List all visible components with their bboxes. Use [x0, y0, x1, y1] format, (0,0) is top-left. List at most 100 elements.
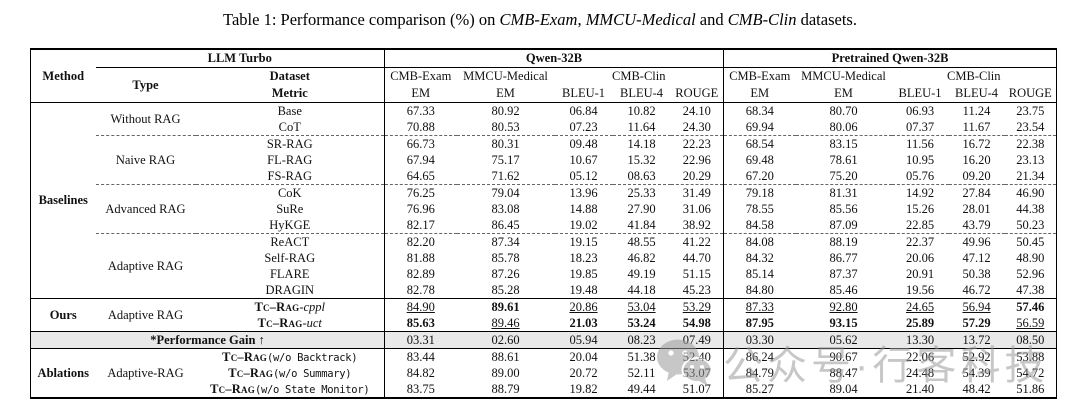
metric-value: 22.85: [905, 217, 935, 232]
metric-value: 19.56: [905, 282, 935, 297]
metric-value: 85.78: [491, 250, 520, 265]
metric-value: 13.96: [554, 184, 613, 201]
metric-value: 47.12: [962, 250, 991, 265]
metric-value: 43.79: [962, 217, 991, 232]
metric-value: 92.80: [795, 298, 892, 315]
table-caption: Table 1: Performance comparison (%) on C…: [223, 10, 857, 29]
metric-value: 81.88: [406, 250, 435, 265]
header-metric: Metric: [195, 85, 386, 103]
metric-value: 84.82: [406, 365, 435, 380]
metric-value: 27.84: [948, 184, 1005, 201]
metric-value: 80.53: [491, 119, 520, 134]
metric-value: 10.67: [569, 152, 598, 167]
metric-value: 87.26: [491, 266, 520, 281]
metric-value: 23.13: [1016, 152, 1045, 167]
metric-value: 88.79: [491, 381, 520, 396]
metric-value: 86.77: [829, 250, 858, 265]
metric-value: 09.20: [962, 168, 991, 183]
metric-value: 53.24: [627, 315, 656, 330]
metric-value: 83.44: [384, 348, 457, 365]
metric-value: 19.85: [569, 266, 598, 281]
gain-value: 02.60: [456, 331, 555, 349]
metric-value: 47.38: [1016, 282, 1045, 297]
metric-value: 05.12: [569, 168, 598, 183]
metric-value: 83.75: [406, 381, 435, 396]
metric-value: 14.88: [569, 201, 598, 216]
metric-value: 64.65: [406, 168, 435, 183]
metric-value: 19.15: [554, 233, 613, 250]
metric-value: 14.18: [612, 135, 671, 152]
metric-value: 50.23: [1016, 217, 1045, 232]
metric-value: 19.82: [569, 381, 598, 396]
metric-value: 21.03: [569, 315, 598, 330]
header-em-2: EM: [456, 85, 555, 103]
metric-value: 66.73: [384, 135, 457, 152]
metric-value: 82.17: [406, 217, 435, 232]
gain-value: 03.31: [384, 331, 457, 349]
metric-value: 57.29: [962, 315, 991, 330]
metric-value: 14.92: [891, 184, 949, 201]
performance-table: Method LLM Turbo Qwen-32B Pretrained Qwe…: [30, 48, 1058, 399]
gain-value: 08.23: [612, 331, 671, 349]
metric-value: 20.72: [569, 365, 598, 380]
metric-value: 11.56: [891, 135, 949, 152]
metric-value: 23.75: [1016, 103, 1045, 118]
metric-value: 24.10: [670, 102, 725, 119]
caption-text: Table 1: Performance comparison (%) on: [223, 10, 500, 29]
metric-value: 71.62: [491, 168, 520, 183]
metric-value: 44.18: [627, 282, 656, 297]
tcrag-smallcaps: Tc–Rag: [222, 349, 267, 364]
metric-value: 22.96: [670, 152, 725, 168]
metric-value: 11.64: [627, 119, 656, 134]
rag-type-without: Without RAG: [110, 111, 181, 126]
gain-value: 07.49: [670, 331, 725, 349]
gain-value: 05.62: [795, 331, 892, 349]
metric-value: 87.09: [829, 217, 858, 232]
tcrag-variant: -uct: [302, 315, 322, 330]
metric-value: 19.02: [569, 217, 598, 232]
metric-value: 18.23: [569, 250, 598, 265]
metric-value: 05.76: [905, 168, 935, 183]
metric-value: 25.33: [612, 184, 671, 201]
metric-value: 80.31: [456, 135, 555, 152]
caption-dataset-3: CMB-Clin: [727, 10, 797, 29]
rag-type-adaptive-ours: Adaptive RAG: [95, 298, 196, 332]
metric-value: 21.34: [1016, 168, 1045, 183]
metric-value: 16.72: [948, 135, 1005, 152]
caption-dataset-1: CMB-Exam: [499, 10, 578, 29]
metric-value: 21.40: [905, 381, 935, 396]
model-name: FL-RAG: [195, 152, 386, 168]
header-cmb-exam-1: CMB-Exam: [390, 69, 452, 84]
header-mmcu-medical-1: MMCU-Medical: [463, 69, 548, 84]
metric-value: 52.40: [670, 348, 725, 365]
metric-value: 52.92: [948, 348, 1005, 365]
metric-value: 80.92: [491, 103, 520, 118]
metric-value: 09.48: [554, 135, 613, 152]
metric-value: 85.28: [491, 282, 520, 297]
model-name: FLARE: [195, 266, 386, 282]
metric-value: 56.94: [948, 298, 1005, 315]
metric-value: 86.45: [491, 217, 520, 232]
header-group-qwen: Qwen-32B: [384, 49, 725, 68]
metric-value: 22.06: [891, 348, 949, 365]
tcrag-smallcaps: Tc–Rag: [228, 365, 274, 380]
metric-value: 52.11: [627, 365, 656, 380]
metric-value: 75.20: [829, 168, 858, 183]
metric-value: 44.70: [670, 250, 725, 266]
metric-value: 84.80: [745, 282, 774, 297]
header-bleu4-1: BLEU-4: [612, 85, 671, 103]
metric-value: 10.95: [905, 152, 935, 167]
model-name-tcrag-wo-state-monitor: Tc–Rag(w/o State Monitor): [195, 381, 386, 398]
metric-value: 84.79: [745, 365, 774, 380]
caption-dataset-2: MMCU-Medical: [585, 10, 696, 29]
metric-value: 85.46: [829, 282, 858, 297]
metric-value: 87.34: [456, 233, 555, 250]
header-llm-turbo: LLM Turbo: [95, 49, 386, 68]
metric-value: 93.15: [829, 315, 858, 330]
metric-value: 78.61: [829, 152, 858, 167]
metric-value: 67.33: [406, 103, 435, 118]
header-method: Method: [30, 49, 96, 103]
model-name-tcrag-wo-backtrack: Tc–Rag(w/o Backtrack): [195, 348, 386, 365]
metric-value: 86.24: [723, 348, 796, 365]
